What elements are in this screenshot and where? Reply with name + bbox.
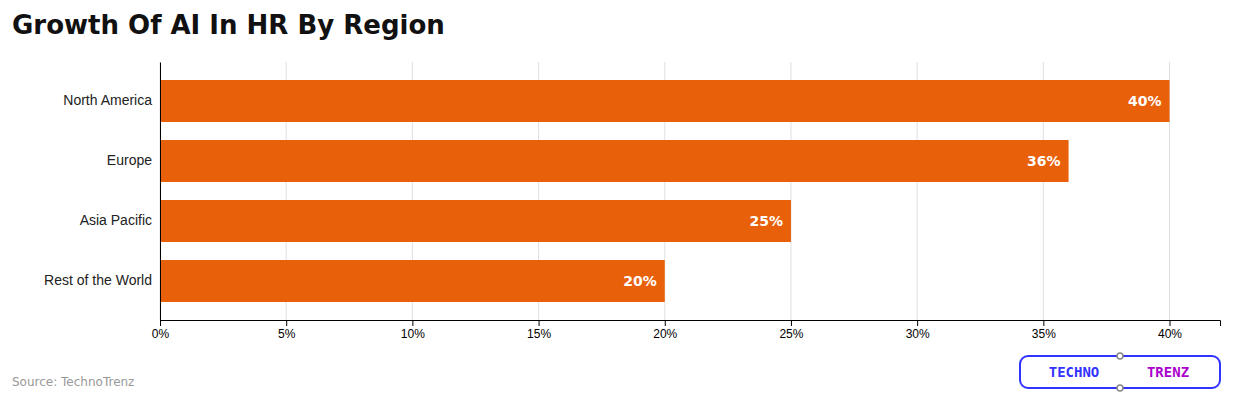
x-tick: 20% bbox=[653, 320, 677, 341]
y-tick-label: Europe bbox=[107, 152, 152, 168]
x-axis-line bbox=[161, 321, 1221, 327]
x-tick-mark bbox=[539, 320, 540, 326]
data-label: 40% bbox=[1128, 93, 1162, 109]
logo-text: TECHNO bbox=[1049, 364, 1100, 380]
data-label: 20% bbox=[623, 273, 657, 289]
data-labels: 40% 36% 25% 20% bbox=[623, 93, 1161, 289]
x-tick: 5% bbox=[278, 320, 296, 341]
plot: 0% 5% 10% 15% 20% 25% 30% 35% 40% North America Eu… bbox=[44, 62, 1220, 341]
x-tick: 0% bbox=[152, 320, 170, 341]
x-tick: 10% bbox=[401, 320, 425, 341]
y-axis-line bbox=[160, 63, 161, 321]
x-tick-mark bbox=[917, 320, 918, 326]
bar bbox=[160, 140, 1069, 182]
chart: Growth Of AI In HR By Region 0% 5% 10% 15% 20… bbox=[0, 0, 1240, 396]
x-tick-label: 15% bbox=[527, 327, 551, 341]
x-tick-mark bbox=[412, 320, 413, 326]
x-tick-label: 0% bbox=[152, 327, 170, 341]
x-tick-mark bbox=[1170, 320, 1171, 326]
logo-border bbox=[1020, 356, 1220, 388]
logo-dot bbox=[1117, 353, 1123, 359]
y-tick: Asia Pacific bbox=[80, 212, 160, 228]
logo: TECHNO TRENZ bbox=[1020, 353, 1220, 391]
title: Growth Of AI In HR By Region bbox=[12, 10, 445, 40]
data-label: 36% bbox=[1027, 153, 1061, 169]
x-tick: 40% bbox=[1158, 320, 1182, 341]
y-tick: North America bbox=[63, 92, 160, 108]
x-tick-label: 30% bbox=[906, 327, 930, 341]
grid bbox=[160, 62, 1170, 320]
y-tick: Rest of the World bbox=[44, 272, 160, 288]
x-tick-label: 25% bbox=[779, 327, 803, 341]
x-tick: 30% bbox=[906, 320, 930, 341]
x-axis: 0% 5% 10% 15% 20% 25% 30% 35% 40% bbox=[152, 320, 1221, 341]
y-tick-label: Asia Pacific bbox=[80, 212, 152, 228]
x-tick: 25% bbox=[779, 320, 803, 341]
x-tick-mark bbox=[160, 320, 161, 326]
x-tick-label: 5% bbox=[278, 327, 296, 341]
bar bbox=[160, 80, 1170, 122]
x-tick-label: 40% bbox=[1158, 327, 1182, 341]
x-tick-mark bbox=[791, 320, 792, 326]
x-tick-label: 10% bbox=[401, 327, 425, 341]
logo-dot bbox=[1117, 385, 1123, 391]
y-tick-label: Rest of the World bbox=[44, 272, 152, 288]
x-tick-label: 35% bbox=[1032, 327, 1056, 341]
logo-text: TRENZ bbox=[1147, 364, 1189, 380]
x-tick: 35% bbox=[1032, 320, 1056, 341]
y-tick-label: North America bbox=[63, 92, 152, 108]
x-tick-label: 20% bbox=[653, 327, 677, 341]
grid-line bbox=[160, 62, 161, 320]
bar bbox=[160, 260, 665, 302]
x-tick-mark bbox=[286, 320, 287, 326]
data-label: 25% bbox=[749, 213, 783, 229]
source: Source: TechnoTrenz bbox=[12, 375, 134, 389]
bar bbox=[160, 200, 791, 242]
y-tick: Europe bbox=[107, 152, 160, 168]
y-axis: North America Europe Asia Pacific Rest of t… bbox=[44, 63, 160, 321]
bars bbox=[160, 80, 1170, 302]
x-tick: 15% bbox=[527, 320, 551, 341]
x-tick-mark bbox=[665, 320, 666, 326]
x-tick-mark bbox=[1043, 320, 1044, 326]
